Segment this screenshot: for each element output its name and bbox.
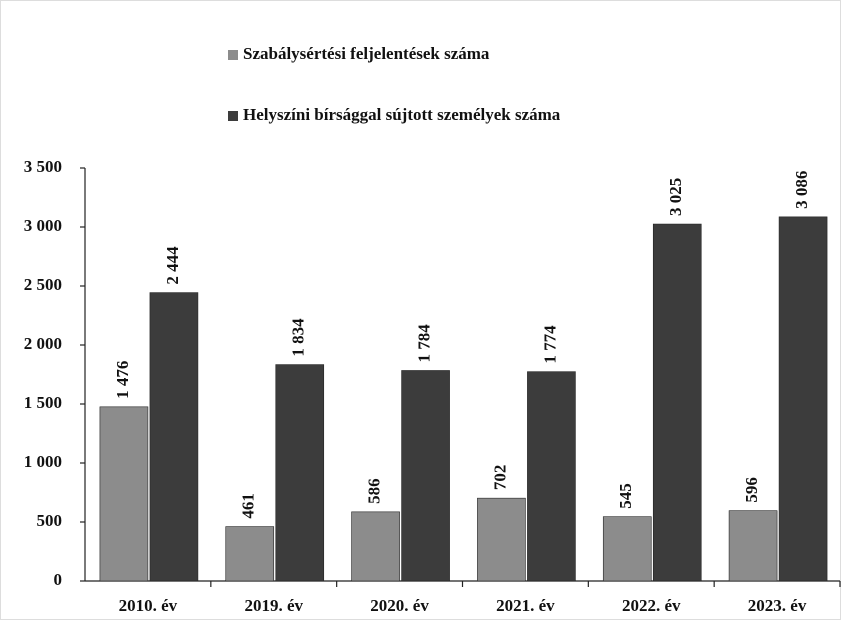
legend-swatch <box>228 50 238 60</box>
data-label: 3 086 <box>792 171 811 209</box>
bar <box>729 511 777 581</box>
bar <box>527 372 575 581</box>
data-label: 3 025 <box>666 178 685 216</box>
y-tick-label: 0 <box>54 570 63 589</box>
y-tick-label: 2 000 <box>24 334 62 353</box>
x-tick-label: 2019. év <box>244 596 303 615</box>
bar <box>276 365 324 581</box>
data-label: 545 <box>616 483 635 509</box>
chart: Szabálysértési feljelentések száma Helysz… <box>0 0 841 620</box>
data-label: 1 784 <box>414 324 433 363</box>
x-tick-label: 2022. év <box>622 596 681 615</box>
y-tick-label: 3 500 <box>24 157 62 176</box>
data-label: 1 774 <box>540 325 559 364</box>
data-label: 461 <box>239 493 258 519</box>
legend-label: Helyszíni bírsággal sújtott személyek sz… <box>243 105 561 124</box>
legend-swatch <box>228 111 238 121</box>
bar <box>150 293 198 581</box>
bar <box>653 224 701 581</box>
data-label: 702 <box>490 465 509 490</box>
data-label: 1 834 <box>289 318 308 357</box>
bar <box>402 370 450 581</box>
bar <box>100 407 148 581</box>
data-label: 586 <box>364 478 383 504</box>
bar <box>779 217 827 581</box>
bar <box>603 517 651 581</box>
bar <box>352 512 400 581</box>
x-tick-label: 2020. év <box>370 596 429 615</box>
x-tick-label: 2023. év <box>748 596 807 615</box>
legend-label: Szabálysértési feljelentések száma <box>243 44 490 63</box>
x-tick-label: 2010. év <box>119 596 178 615</box>
bar <box>477 498 525 581</box>
y-tick-label: 1 500 <box>24 393 62 412</box>
y-tick-label: 500 <box>37 511 63 530</box>
bar <box>226 527 274 581</box>
data-label: 1 476 <box>113 361 132 399</box>
y-tick-label: 1 000 <box>24 452 62 471</box>
y-tick-label: 2 500 <box>24 275 62 294</box>
data-label: 2 444 <box>163 246 182 285</box>
x-tick-label: 2021. év <box>496 596 555 615</box>
data-label: 596 <box>742 477 761 503</box>
y-tick-label: 3 000 <box>24 216 62 235</box>
